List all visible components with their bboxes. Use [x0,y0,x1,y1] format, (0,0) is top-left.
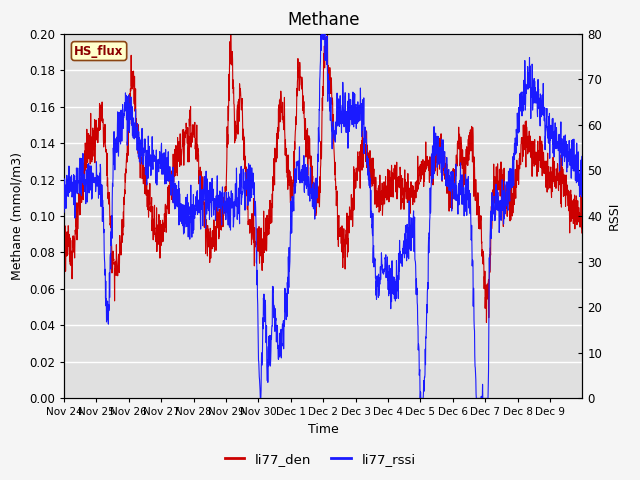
Title: Methane: Methane [287,11,360,29]
Legend: li77_den, li77_rssi: li77_den, li77_rssi [220,447,420,471]
X-axis label: Time: Time [308,423,339,436]
Y-axis label: RSSI: RSSI [608,202,621,230]
Y-axis label: Methane (mmol/m3): Methane (mmol/m3) [10,152,23,280]
Text: HS_flux: HS_flux [74,45,124,58]
